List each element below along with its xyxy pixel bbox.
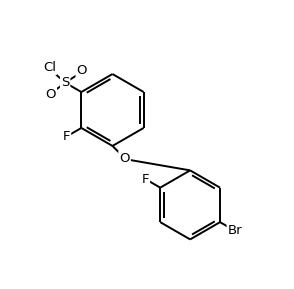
Text: F: F <box>141 173 149 186</box>
Text: O: O <box>46 88 56 101</box>
Text: S: S <box>61 76 69 89</box>
Text: F: F <box>63 130 70 143</box>
Text: O: O <box>77 64 87 77</box>
Text: O: O <box>119 151 130 164</box>
Text: Cl: Cl <box>43 61 56 74</box>
Text: Br: Br <box>228 224 242 237</box>
